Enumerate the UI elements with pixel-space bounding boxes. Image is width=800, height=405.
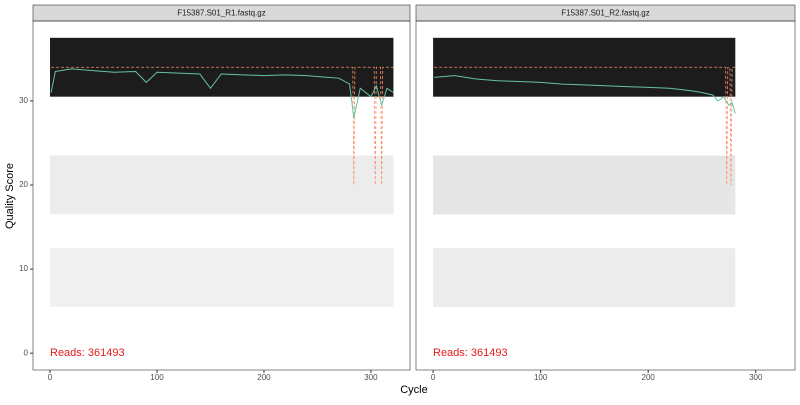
strip-title: F15387.S01_R2.fastq.gz <box>561 9 650 18</box>
x-tick-label: 200 <box>257 373 271 382</box>
median-line <box>51 66 394 185</box>
y-tick-label: 0 <box>24 348 29 357</box>
x-tick-label: 300 <box>364 373 378 382</box>
y-axis-label: Quality Score <box>4 163 16 229</box>
x-tick-label: 300 <box>749 373 763 382</box>
x-tick-label: 100 <box>150 373 164 382</box>
x-axis-label: Cycle <box>400 384 428 396</box>
mean-line <box>50 68 394 118</box>
x-tick-label: 0 <box>48 373 53 382</box>
strip-title: F15387.S01_R1.fastq.gz <box>177 9 266 18</box>
y-tick-label: 30 <box>19 96 28 105</box>
quality-band <box>50 248 394 307</box>
reads-annotation: Reads: 361493 <box>50 347 125 359</box>
x-tick-label: 200 <box>642 373 656 382</box>
quality-band <box>433 248 736 307</box>
x-tick-label: 100 <box>534 373 548 382</box>
mean-line <box>434 75 736 114</box>
reads-annotation: Reads: 361493 <box>433 347 508 359</box>
y-tick-label: 10 <box>19 264 28 273</box>
quality-band <box>50 155 394 215</box>
panel-border <box>415 20 796 371</box>
y-tick-label: 20 <box>19 180 28 189</box>
x-tick-label: 0 <box>431 373 436 382</box>
median-line <box>434 66 736 185</box>
panel-border <box>32 20 411 371</box>
quality-band <box>433 155 736 215</box>
